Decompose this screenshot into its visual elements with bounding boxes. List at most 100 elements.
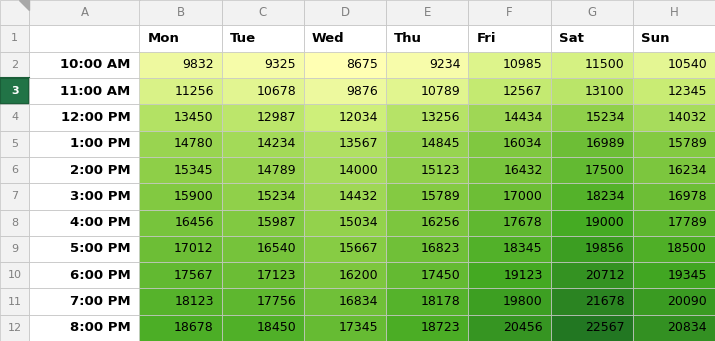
Bar (551, 183, 633, 209)
Text: 17789: 17789 (667, 216, 707, 229)
Bar (386, 209, 468, 236)
Bar (633, 104, 715, 131)
Bar (633, 315, 715, 341)
Text: 15667: 15667 (338, 242, 378, 255)
Bar (304, 52, 386, 78)
Bar (0, 315, 29, 341)
Text: 5:00 PM: 5:00 PM (70, 242, 131, 255)
Text: 13567: 13567 (338, 137, 378, 150)
Bar (222, 288, 304, 315)
Text: 6: 6 (11, 165, 19, 175)
Bar (222, 0, 304, 25)
Bar (551, 25, 633, 52)
Text: 16234: 16234 (668, 164, 707, 177)
Bar (304, 104, 386, 131)
Bar (551, 104, 633, 131)
Text: 16034: 16034 (503, 137, 543, 150)
Text: B: B (177, 6, 184, 19)
Text: 13100: 13100 (585, 85, 625, 98)
Text: 8675: 8675 (346, 58, 378, 71)
Text: 6:00 PM: 6:00 PM (70, 269, 131, 282)
Bar (386, 183, 468, 209)
Text: 8: 8 (11, 218, 19, 228)
Bar (139, 78, 222, 104)
Bar (468, 157, 551, 183)
Bar (139, 288, 222, 315)
Text: 18123: 18123 (174, 295, 214, 308)
Text: A: A (81, 6, 89, 19)
Text: 18345: 18345 (503, 242, 543, 255)
Text: 15900: 15900 (174, 190, 214, 203)
Text: 15234: 15234 (586, 111, 625, 124)
Bar (633, 288, 715, 315)
Bar (222, 262, 304, 288)
Bar (468, 131, 551, 157)
Text: 1:00 PM: 1:00 PM (70, 137, 131, 150)
Bar (468, 0, 551, 25)
Bar (633, 25, 715, 52)
Text: 18178: 18178 (420, 295, 460, 308)
Text: 19800: 19800 (503, 295, 543, 308)
Text: 22567: 22567 (585, 321, 625, 334)
Bar (551, 315, 633, 341)
Bar (386, 78, 468, 104)
Text: 18500: 18500 (667, 242, 707, 255)
Text: 4:00 PM: 4:00 PM (70, 216, 131, 229)
Bar (222, 52, 304, 78)
Bar (386, 288, 468, 315)
Text: 14234: 14234 (257, 137, 296, 150)
Bar (29, 315, 139, 341)
Text: 17450: 17450 (420, 269, 460, 282)
Bar (633, 236, 715, 262)
Bar (386, 236, 468, 262)
Text: G: G (587, 6, 596, 19)
Bar (468, 209, 551, 236)
Bar (139, 315, 222, 341)
Bar (386, 25, 468, 52)
Bar (222, 183, 304, 209)
Text: 16989: 16989 (586, 137, 625, 150)
Bar (222, 104, 304, 131)
Text: E: E (423, 6, 431, 19)
Bar (139, 209, 222, 236)
Text: 9876: 9876 (346, 85, 378, 98)
Text: 17123: 17123 (257, 269, 296, 282)
Text: 20712: 20712 (585, 269, 625, 282)
Bar (222, 157, 304, 183)
Bar (633, 209, 715, 236)
Text: 14432: 14432 (339, 190, 378, 203)
Bar (633, 157, 715, 183)
Bar (633, 183, 715, 209)
Bar (304, 78, 386, 104)
Text: 20090: 20090 (667, 295, 707, 308)
Text: 14434: 14434 (503, 111, 543, 124)
Bar (551, 288, 633, 315)
Text: 12: 12 (8, 323, 22, 333)
Bar (29, 78, 139, 104)
Text: 18678: 18678 (174, 321, 214, 334)
Text: 8:00 PM: 8:00 PM (70, 321, 131, 334)
Text: 19123: 19123 (503, 269, 543, 282)
Bar (222, 78, 304, 104)
Bar (0, 52, 29, 78)
Text: 10678: 10678 (256, 85, 296, 98)
Text: 21678: 21678 (585, 295, 625, 308)
Bar (222, 131, 304, 157)
Bar (139, 104, 222, 131)
Bar (386, 104, 468, 131)
Bar (29, 236, 139, 262)
Bar (386, 262, 468, 288)
Text: 10:00 AM: 10:00 AM (60, 58, 131, 71)
Bar (0, 262, 29, 288)
Text: 3:00 PM: 3:00 PM (70, 190, 131, 203)
Text: 14032: 14032 (668, 111, 707, 124)
Text: 14789: 14789 (256, 164, 296, 177)
Bar (0, 0, 29, 25)
Text: 16978: 16978 (667, 190, 707, 203)
Text: 15987: 15987 (256, 216, 296, 229)
Text: 15234: 15234 (257, 190, 296, 203)
Text: 15345: 15345 (174, 164, 214, 177)
Bar (29, 0, 139, 25)
Text: 10540: 10540 (667, 58, 707, 71)
Bar (304, 236, 386, 262)
